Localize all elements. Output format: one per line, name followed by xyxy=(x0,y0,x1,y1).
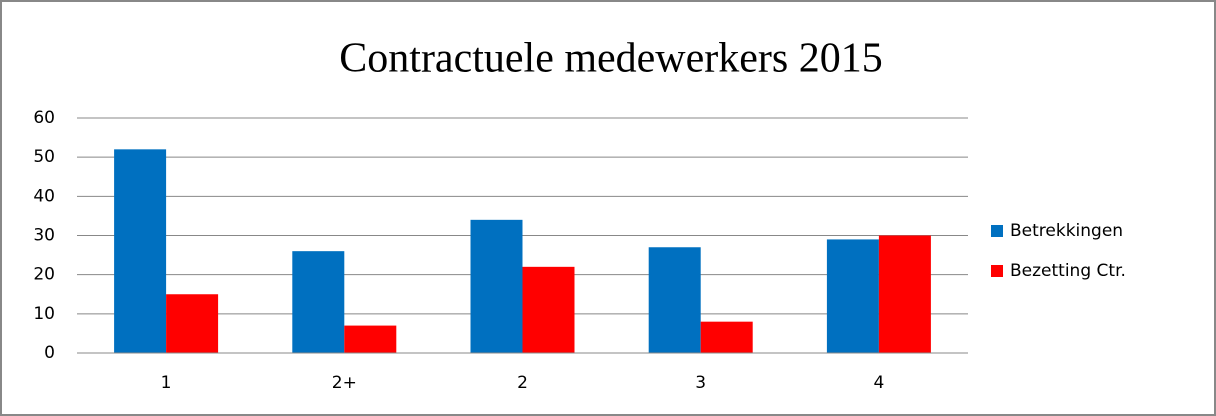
bar xyxy=(114,149,167,353)
legend-label: Betrekkingen xyxy=(1010,221,1123,241)
bar xyxy=(878,235,931,353)
bar xyxy=(166,294,219,353)
y-tick-label: 0 xyxy=(44,343,55,363)
x-tick-label: 2+ xyxy=(332,373,357,393)
y-tick-label: 60 xyxy=(33,108,55,128)
x-tick-label: 2 xyxy=(517,373,528,393)
x-tick-label: 3 xyxy=(695,373,706,393)
legend-swatch xyxy=(991,225,1003,237)
bar xyxy=(470,219,523,353)
y-tick-label: 10 xyxy=(33,304,55,324)
bar xyxy=(522,266,575,353)
legend-swatch xyxy=(991,265,1003,277)
y-tick-label: 40 xyxy=(33,186,55,206)
chart-title: Contractuele medewerkers 2015 xyxy=(339,36,882,82)
x-tick-label: 4 xyxy=(873,373,884,393)
y-tick-label: 50 xyxy=(33,147,55,167)
y-tick-label: 30 xyxy=(33,226,55,246)
bar xyxy=(826,239,879,353)
bar xyxy=(292,251,345,353)
legend-label: Bezetting Ctr. xyxy=(1010,261,1126,281)
bar xyxy=(648,247,701,353)
bar xyxy=(344,325,397,353)
y-tick-label: 20 xyxy=(33,265,55,285)
x-tick-label: 1 xyxy=(161,373,172,393)
bar xyxy=(700,321,753,353)
